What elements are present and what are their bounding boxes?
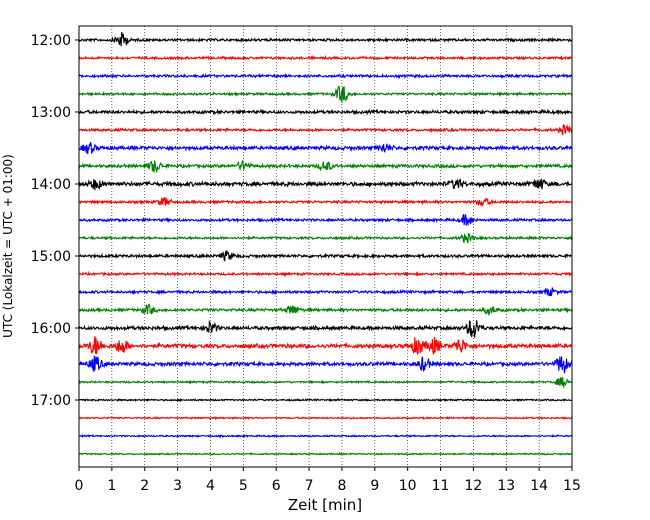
x-tick-label: 8 [337,478,346,494]
x-axis-label: Zeit [min] [288,496,362,514]
x-tick-label: 6 [272,478,281,494]
seismogram-trace [78,197,573,208]
seismogram-trace [78,31,573,47]
seismogram-trace [78,270,573,278]
seismogram-trace [78,54,573,61]
seismogram-trace [78,355,573,374]
trace-layer [78,31,573,457]
seismogram-trace [78,72,573,80]
seismogram-trace [78,286,573,297]
x-tick-label: 9 [370,478,379,494]
y-axis-label: UTC (Lokalzeit = UTC + 01:00) [1,154,15,338]
seismogram-trace [78,232,573,244]
x-tick-label: 3 [173,478,182,494]
y-tick-label: 12:00 [31,33,71,49]
seismogram-trace [78,123,573,136]
seismogram-trace [78,159,573,174]
seismogram-trace [78,178,573,191]
y-tick-label: 14:00 [31,177,71,193]
x-tick-label: 13 [497,478,515,494]
x-tick-label: 1 [107,478,116,494]
x-tick-label: 12 [464,478,482,494]
y-tick-label: 13:00 [31,105,71,121]
x-tick-label: 4 [206,478,215,494]
y-tick-label: 17:00 [31,393,71,409]
seismogram-trace [78,415,573,421]
seismogram-trace [78,108,573,116]
y-tick-label: 16:00 [31,321,71,337]
seismogram-trace [78,397,573,403]
plot-frame [78,25,573,468]
seismogram-trace [78,319,573,338]
x-tick-label: 0 [75,478,84,494]
seismogram-trace [78,377,573,389]
x-axis: 0 1 2 3 4 5 6 7 8 9 10 11 12 13 14 15 [75,467,581,494]
seismogram-trace [78,249,573,263]
grid-layer [111,26,540,467]
seismogram-trace [78,451,573,457]
seismogram-trace [78,85,573,103]
x-tick-label: 10 [399,478,417,494]
seismogram-trace [78,303,573,316]
x-tick-label: 2 [140,478,149,494]
x-tick-label: 11 [432,478,450,494]
seismogram-trace [78,213,573,226]
x-tick-label: 15 [563,478,581,494]
x-tick-label: 14 [530,478,548,494]
x-tick-label: 7 [305,478,314,494]
seismogram-trace [78,336,573,355]
seismogram-trace [78,142,573,155]
y-axis: 12:00 13:00 14:00 15:00 16:00 17:00 [31,33,79,409]
y-tick-label: 15:00 [31,249,71,265]
x-tick-label: 5 [239,478,248,494]
seismogram-trace [78,433,573,439]
